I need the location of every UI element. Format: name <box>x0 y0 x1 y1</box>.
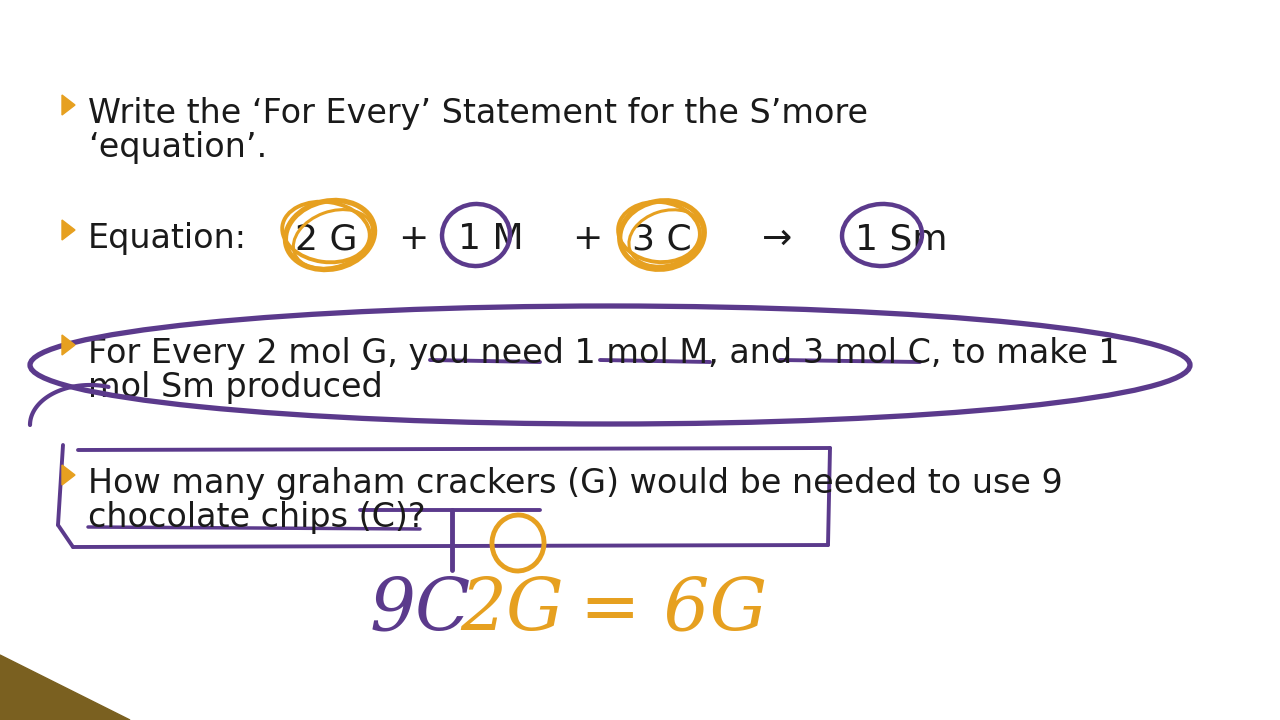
Text: +: + <box>398 222 429 256</box>
Text: 9C: 9C <box>370 575 471 646</box>
Text: 2G: 2G <box>460 575 563 646</box>
Text: chocolate chips (C)?: chocolate chips (C)? <box>88 501 426 534</box>
Polygon shape <box>61 335 76 355</box>
Text: +: + <box>572 222 603 256</box>
Text: 3 C: 3 C <box>632 222 691 256</box>
Text: Equation:: Equation: <box>88 222 247 255</box>
Text: →: → <box>762 222 792 256</box>
Polygon shape <box>0 655 131 720</box>
Text: Write the ‘For Every’ Statement for the S’more: Write the ‘For Every’ Statement for the … <box>88 97 868 130</box>
Polygon shape <box>61 95 76 115</box>
Text: 1 M: 1 M <box>458 222 524 256</box>
Text: 2 G: 2 G <box>294 222 357 256</box>
Text: For Every 2 mol G, you need 1 mol M, and 3 mol C, to make 1: For Every 2 mol G, you need 1 mol M, and… <box>88 337 1120 370</box>
Text: ‘equation’.: ‘equation’. <box>88 131 268 164</box>
Polygon shape <box>61 465 76 485</box>
Text: = 6G: = 6G <box>580 575 767 646</box>
Polygon shape <box>61 220 76 240</box>
Text: mol Sm produced: mol Sm produced <box>88 371 383 404</box>
Text: 1 Sm: 1 Sm <box>855 222 947 256</box>
Text: How many graham crackers (G) would be needed to use 9: How many graham crackers (G) would be ne… <box>88 467 1062 500</box>
